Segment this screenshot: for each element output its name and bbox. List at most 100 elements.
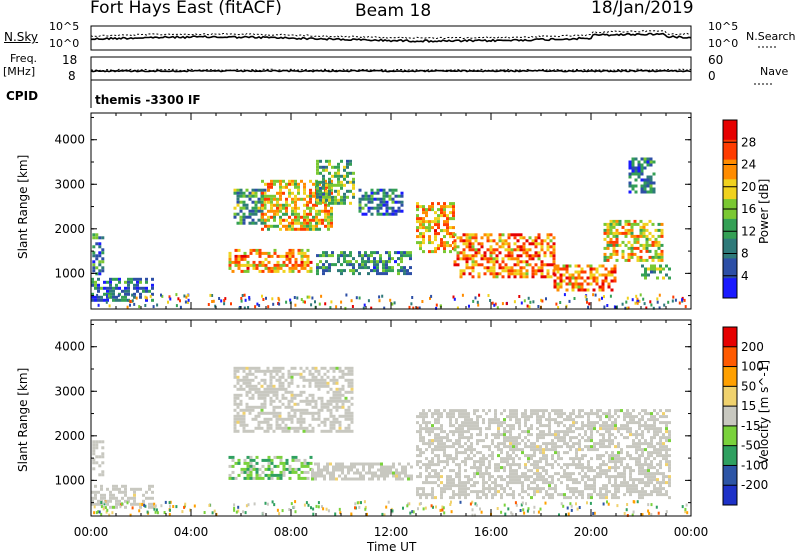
- freq-unit: [MHz]: [3, 65, 36, 78]
- power-ytick-label: 2000: [54, 222, 85, 236]
- x-tick-label: 12:00: [374, 525, 409, 539]
- power-colorbar-tick-label: 20: [741, 180, 756, 194]
- power-region: [553, 264, 617, 292]
- velocity-colorbar-tick-label: -15: [741, 419, 761, 433]
- freq-tick-bottom: 8: [68, 69, 76, 83]
- power-region: [628, 157, 656, 194]
- power-colorbar-segment: [723, 218, 737, 240]
- nave-label: Nave: [760, 65, 789, 78]
- freq-series: [90, 69, 692, 73]
- power-colorbar-tick-label: 8: [741, 247, 749, 261]
- x-tick-label: 20:00: [574, 525, 609, 539]
- nsearch-tick-bottom: 10^0: [708, 37, 739, 50]
- velocity-ytick-label: 3000: [54, 384, 85, 398]
- power-colorbar-segment: [723, 159, 737, 180]
- velocity-colorbar-segment: [723, 465, 737, 486]
- velocity-colorbar-segment: [723, 366, 737, 387]
- nsky-tick-bottom: 10^0: [49, 37, 80, 50]
- nave-series: [90, 68, 692, 72]
- power-colorbar-segment: [723, 179, 737, 200]
- freq-panel-frame: [90, 56, 692, 81]
- velocity-colorbar-label-text: Velocity [m s^-1]: [757, 359, 771, 464]
- freq-tick-top: 18: [62, 53, 78, 67]
- velocity-colorbar-segment: [723, 386, 737, 407]
- velocity-colorbar-tick-label: -200: [741, 478, 768, 492]
- nave-tick-bottom: 0: [708, 69, 716, 83]
- nsky-tick-top: 10^5: [49, 20, 80, 33]
- velocity-ytick-label: 2000: [54, 429, 85, 443]
- velocity-colorbar-segment: [723, 425, 737, 447]
- power-region: [603, 219, 664, 262]
- power-colorbar-tick-label: 4: [741, 269, 749, 283]
- x-tick-label: 08:00: [274, 525, 309, 539]
- power-region: [92, 233, 105, 276]
- nsearch-series: [90, 29, 692, 40]
- velocity-colorbar-tick-label: 15: [741, 399, 756, 413]
- x-tick-label: 00:00: [74, 525, 109, 539]
- power-colorbar-tick-label: 12: [741, 224, 756, 238]
- power-ylabel: Slant Range [km]: [16, 154, 30, 259]
- cpid-value: themis -3300 IF: [95, 93, 201, 107]
- power-colorbar-label: Power [dB]: [757, 178, 771, 244]
- velocity-ylabel: Slant Range [km]: [16, 367, 30, 472]
- velocity-region: [416, 409, 671, 500]
- power-near-range-speckle: [96, 293, 687, 310]
- power-panel-frame: [90, 112, 692, 310]
- velocity-colorbar: [723, 327, 737, 506]
- velocity-region: [311, 462, 413, 481]
- power-region: [228, 248, 313, 273]
- velocity-colorbar-tick-label: -50: [741, 439, 761, 453]
- power-colorbar-segment: [723, 120, 737, 141]
- velocity-ytick-label: 4000: [54, 340, 85, 354]
- velocity-colorbar-frame: [722, 326, 738, 506]
- velocity-colorbar-tick-label: 100: [741, 360, 764, 374]
- nsearch-tick-top: 10^5: [708, 20, 739, 33]
- x-tick-label: 00:00: [674, 525, 709, 539]
- x-tick-label: 04:00: [174, 525, 209, 539]
- velocity-colorbar-segment: [723, 406, 737, 427]
- power-colorbar-tick-label: 28: [741, 135, 756, 149]
- velocity-region: [228, 455, 313, 480]
- power-ytick-label: 4000: [54, 133, 85, 147]
- velocity-colorbar-label: Velocity [m s^-1]: [757, 359, 771, 464]
- x-axis-label: Time UT: [367, 540, 417, 554]
- velocity-colorbar-segment: [723, 485, 737, 506]
- power-region: [316, 251, 412, 276]
- nsearch-label: N.Search: [746, 30, 796, 43]
- velocity-colorbar-segment: [723, 445, 737, 466]
- nsky-series: [90, 32, 692, 43]
- power-region: [316, 159, 355, 205]
- power-colorbar-segment: [723, 139, 737, 161]
- velocity-colorbar-tick-label: 50: [741, 379, 756, 393]
- cpid-label: CPID: [6, 89, 39, 103]
- power-region: [453, 233, 556, 279]
- velocity-colorbar-segment: [723, 327, 737, 348]
- velocity-colorbar-segment: [723, 346, 737, 368]
- velocity-ytick-label: 1000: [54, 473, 85, 487]
- velocity-colorbar-tick-label: 200: [741, 340, 764, 354]
- power-colorbar-segment: [723, 258, 737, 279]
- nsky-label: N.Sky: [4, 30, 39, 44]
- velocity-region: [233, 366, 354, 433]
- power-colorbar-segment: [723, 278, 737, 299]
- power-region: [416, 202, 455, 254]
- velocity-near-range-speckle: [93, 500, 689, 517]
- date-label: 18/Jan/2019: [591, 0, 694, 18]
- power-ytick-label: 1000: [54, 266, 85, 280]
- beam-label: Beam 18: [355, 1, 432, 21]
- nave-tick-top: 60: [708, 53, 724, 67]
- power-region: [641, 264, 671, 280]
- power-colorbar-segment: [723, 238, 737, 259]
- freq-label: Freq.: [10, 52, 38, 65]
- velocity-region: [92, 440, 105, 477]
- velocity-colorbar-tick-label: -100: [741, 458, 768, 472]
- x-tick-label: 16:00: [474, 525, 509, 539]
- power-region: [358, 188, 404, 216]
- power-ytick-label: 3000: [54, 177, 85, 191]
- power-colorbar-tick-label: 24: [741, 158, 756, 172]
- plot-title: Fort Hays East (fitACF): [90, 0, 282, 18]
- nsky-panel-frame: [90, 25, 692, 51]
- power-colorbar-tick-label: 16: [741, 202, 756, 216]
